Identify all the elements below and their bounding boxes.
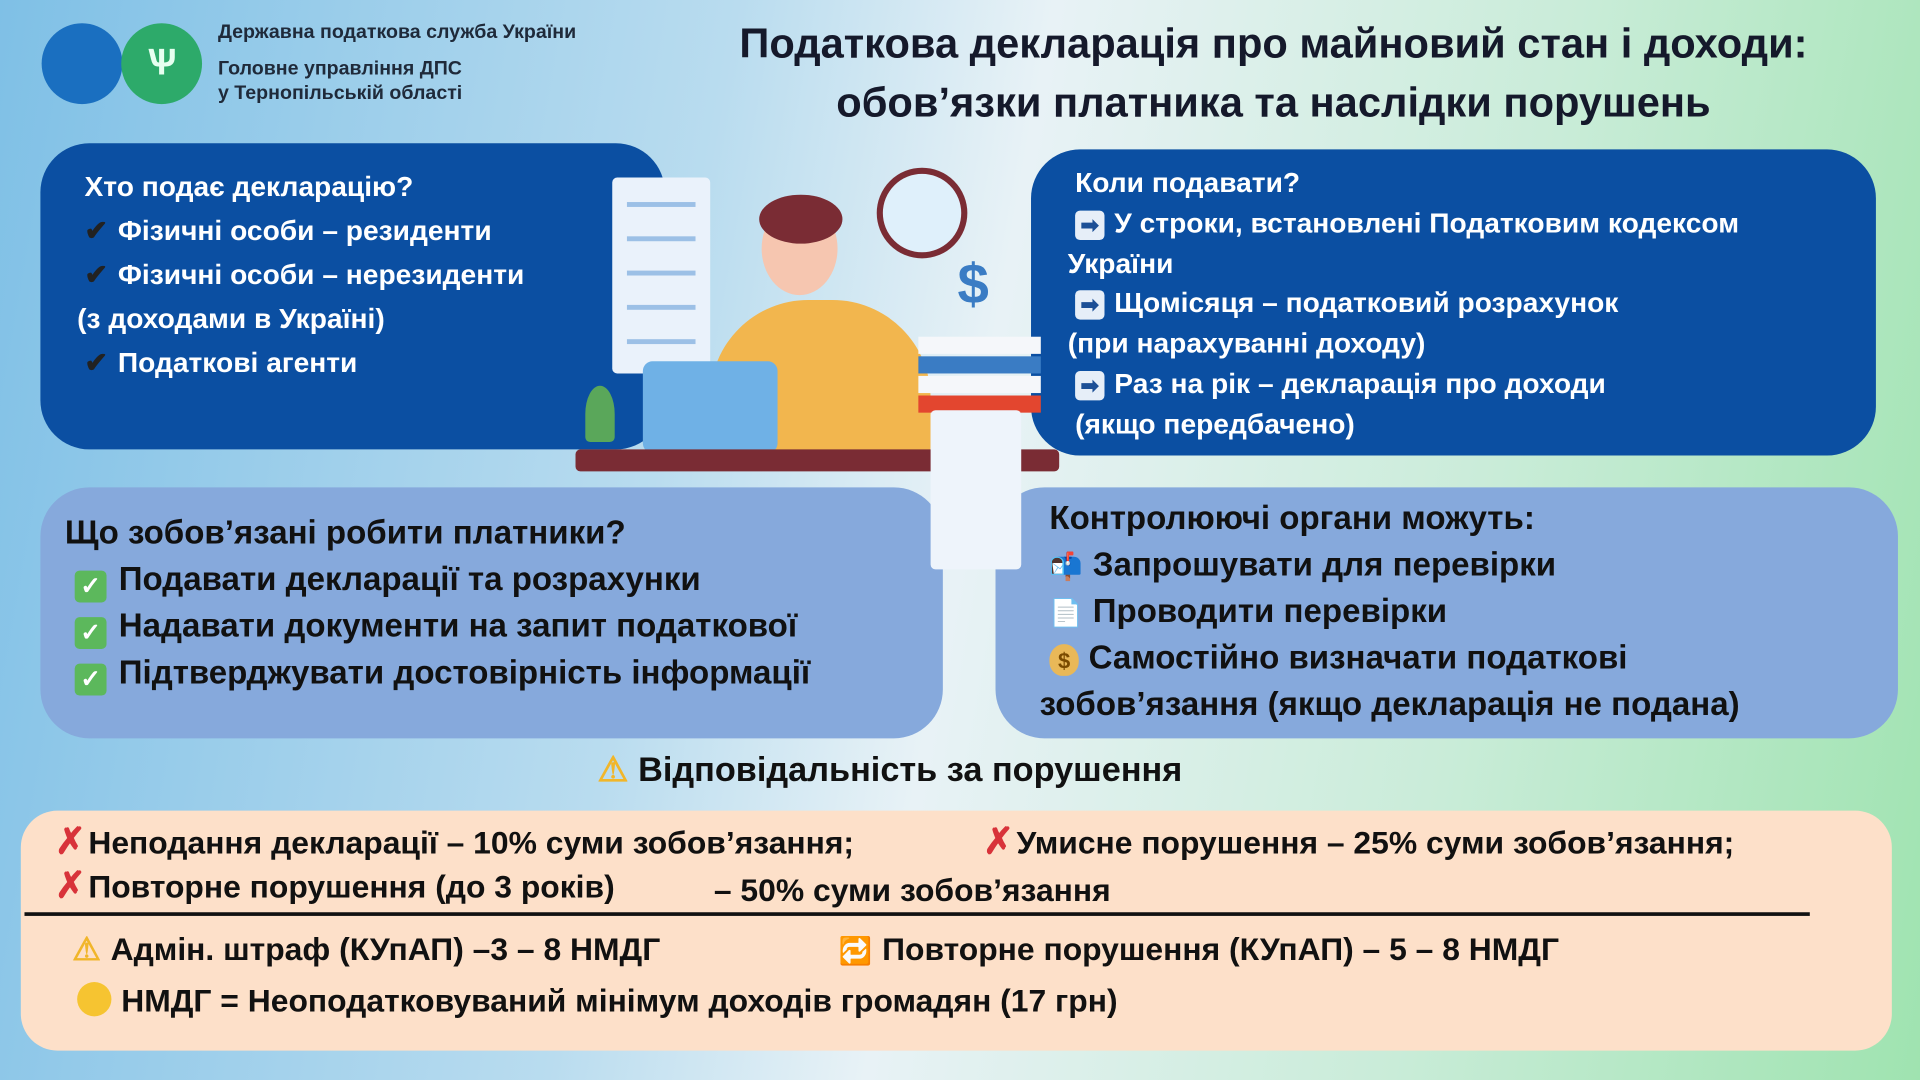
list-item: ➡ У строки, встановлені Податковим кодекс… [1075, 207, 1739, 241]
org-name: Державна податкова служба України [217, 22, 577, 43]
dollar-icon: $ [957, 252, 989, 316]
duties-heading: Що зобов’язані робити платники? [64, 514, 626, 552]
document-icon: 📄 [1049, 597, 1083, 629]
plant-icon [585, 385, 615, 443]
check-icon: ✔ [84, 214, 109, 247]
list-item: (з доходами в Україні) [77, 302, 385, 335]
arrow-right-icon: ➡ [1075, 371, 1105, 401]
logo-blue-circle [41, 23, 123, 105]
list-item: ➡ Щомісяця – податковий розрахунок [1075, 287, 1618, 320]
control-heading: Контролюючі органи можуть: [1049, 499, 1535, 537]
org-region: у Тернопільській області [217, 83, 463, 105]
list-item: ✔ Фізичні особи – нерезиденти [84, 258, 525, 291]
list-item: (при нарахуванні доходу) [1067, 326, 1426, 359]
page-title: Податкова декларація про майновий стан і… [739, 20, 1808, 127]
list-item: ✔ Фізичні особи – резиденти [84, 214, 492, 247]
arrow-right-icon: ➡ [1075, 290, 1105, 320]
repeat-admin-fine: 🔁 Повторне порушення (КУпАП) – 5 – 8 НМДГ [838, 930, 1560, 968]
control-box: Контролюючі органи можуть: 📬 Запрошувати … [995, 487, 1898, 739]
who-box: Хто подає декларацію? ✔ Фізичні особи – р… [40, 143, 665, 450]
liability-box: ✗Неподання декларації – 10% суми зобов’я… [20, 810, 1892, 1051]
cross-icon: ✗ [55, 821, 86, 863]
penalty-repeat-amount: – 50% суми зобов’язання [713, 871, 1111, 909]
check-box-icon: ✓ [74, 617, 107, 649]
list-item: $ Самостійно визначати податкові [1049, 639, 1627, 677]
repeat-icon: 🔁 [838, 935, 873, 967]
check-box-icon: ✓ [74, 663, 107, 696]
clock-icon [876, 167, 968, 259]
list-item: ➡ Раз на рік – декларація про доходи [1075, 367, 1606, 401]
illustration-woman-at-desk: $ [575, 165, 1066, 570]
logo-trident-icon: Ѱ [121, 23, 203, 105]
list-item: (якщо передбачено) [1075, 407, 1355, 440]
list-item: України [1067, 247, 1174, 280]
list-item: 📬 Запрошувати для перевірки [1049, 546, 1557, 583]
list-item: ✓ Подавати декларації та розрахунки [74, 561, 701, 603]
warning-icon: ⚠ [597, 750, 629, 789]
admin-fine: ⚠ Адмін. штраф (КУпАП) –3 – 8 НМДГ [72, 930, 661, 968]
when-box: Коли подавати? ➡ У строки, встановлені По… [1031, 149, 1876, 456]
penalty-repeat: ✗Повторне порушення (до 3 років) [55, 865, 615, 907]
list-item: ✓ Підтверджувати достовірність інформації [74, 654, 810, 696]
list-item: ✔ Податкові агенти [84, 346, 358, 379]
cross-icon: ✗ [983, 821, 1015, 863]
money-bag-icon: $ [1049, 644, 1079, 676]
warning-icon: ⚠ [72, 930, 101, 968]
who-heading: Хто подає декларацію? [84, 170, 414, 203]
duties-box: Що зобов’язані робити платники? ✓ Подават… [40, 487, 943, 739]
arrow-right-icon: ➡ [1075, 210, 1105, 241]
liability-heading: ⚠ Відповідальність за порушення [597, 750, 1183, 789]
list-item: зобов’язання (якщо декларація не подана) [1039, 685, 1740, 723]
receipt-icon [930, 410, 1022, 570]
yellow-circle-icon [77, 982, 112, 1017]
check-icon: ✔ [84, 346, 109, 379]
check-icon: ✔ [84, 258, 109, 291]
org-department: Головне управління ДПС [217, 58, 462, 80]
list-item: ✓ Надавати документи на запит податкової [74, 607, 797, 649]
divider [24, 912, 1810, 916]
mailbox-icon: 📬 [1049, 551, 1083, 582]
check-box-icon: ✓ [74, 570, 107, 603]
checklist-icon [612, 177, 711, 374]
penalty-intentional: ✗Умисне порушення – 25% суми зобов’язанн… [983, 821, 1735, 863]
when-heading: Коли подавати? [1075, 166, 1301, 199]
cross-icon: ✗ [55, 865, 86, 907]
nmdg-definition: НМДГ = Неоподатковуваний мінімум доходів… [77, 982, 1118, 1020]
list-item: 📄 Проводити перевірки [1049, 592, 1448, 630]
penalty-non-filing: ✗Неподання декларації – 10% суми зобов’я… [55, 821, 855, 863]
